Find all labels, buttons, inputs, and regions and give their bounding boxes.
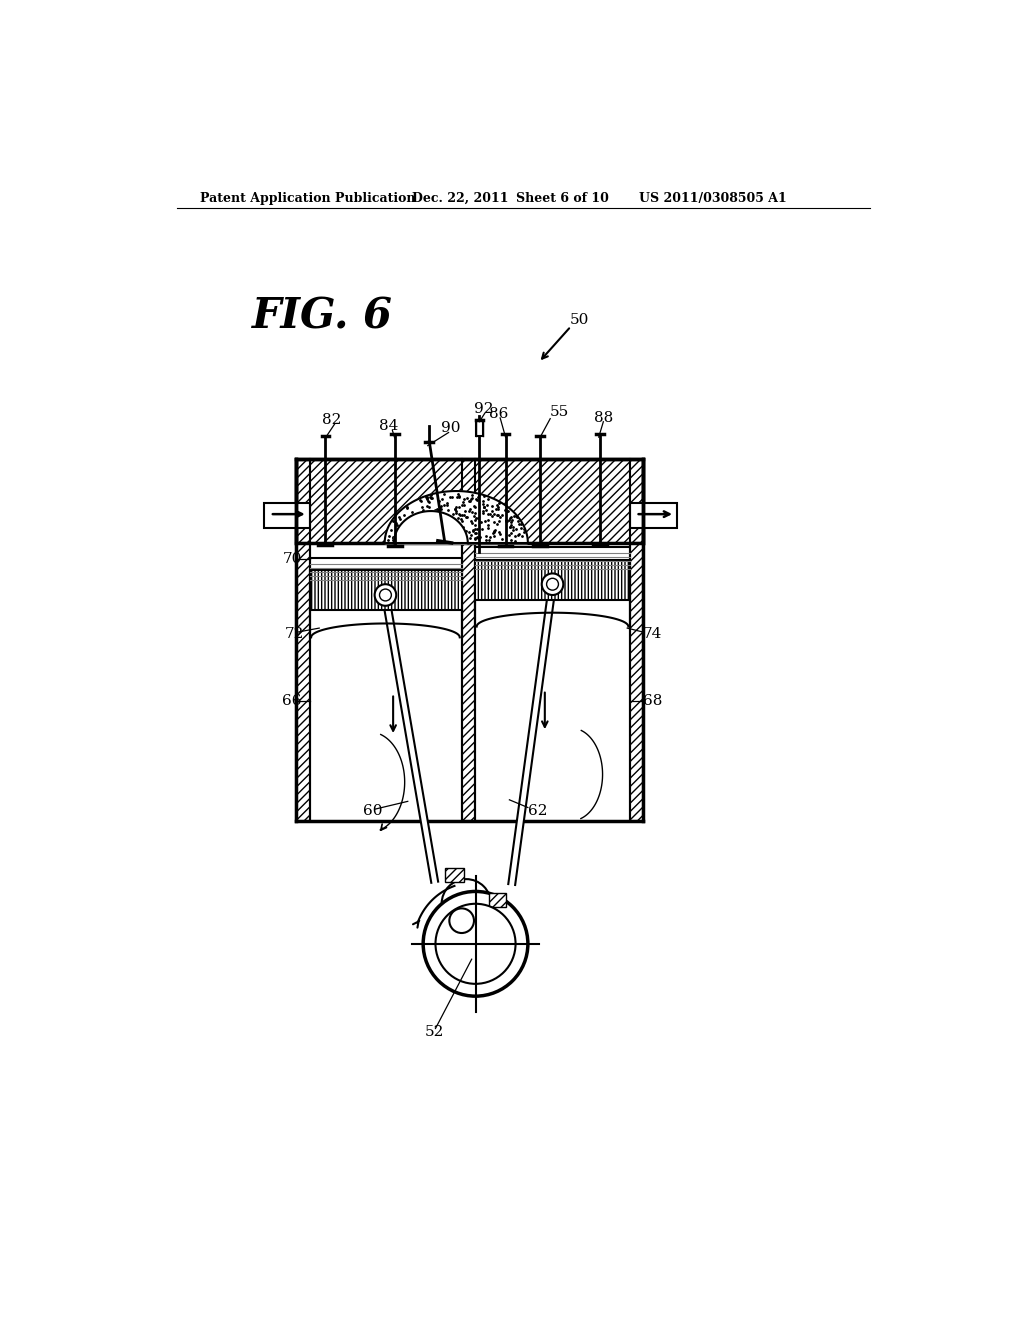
Bar xyxy=(630,503,677,528)
Text: 50: 50 xyxy=(569,313,589,327)
Text: 88: 88 xyxy=(594,411,613,425)
Text: 60: 60 xyxy=(364,804,383,818)
Text: 55: 55 xyxy=(550,405,569,420)
Circle shape xyxy=(450,908,474,933)
Bar xyxy=(475,420,483,436)
Bar xyxy=(310,570,462,610)
Text: 70: 70 xyxy=(283,552,302,566)
Text: 86: 86 xyxy=(489,407,509,421)
Bar xyxy=(475,544,630,821)
Circle shape xyxy=(542,573,563,595)
Bar xyxy=(296,459,643,544)
Circle shape xyxy=(441,879,490,928)
Bar xyxy=(310,570,462,610)
Text: Sheet 6 of 10: Sheet 6 of 10 xyxy=(515,191,608,205)
Text: Patent Application Publication: Patent Application Publication xyxy=(200,191,416,205)
Bar xyxy=(296,459,643,544)
Text: Dec. 22, 2011: Dec. 22, 2011 xyxy=(412,191,508,205)
Bar xyxy=(310,544,462,821)
Circle shape xyxy=(375,585,396,606)
Text: 92: 92 xyxy=(474,401,494,416)
Bar xyxy=(462,544,475,821)
Bar xyxy=(444,869,464,882)
Circle shape xyxy=(481,907,512,937)
Text: 90: 90 xyxy=(441,421,461,434)
Text: 68: 68 xyxy=(643,694,662,709)
Circle shape xyxy=(547,578,558,590)
Polygon shape xyxy=(385,491,528,544)
Circle shape xyxy=(423,891,528,997)
Bar xyxy=(630,544,643,821)
Bar xyxy=(475,560,630,599)
Bar xyxy=(264,503,310,528)
Circle shape xyxy=(435,904,515,983)
Bar xyxy=(296,544,310,821)
Text: US 2011/0308505 A1: US 2011/0308505 A1 xyxy=(639,191,786,205)
Bar xyxy=(462,544,475,821)
Text: 62: 62 xyxy=(528,804,548,818)
Bar xyxy=(489,892,506,907)
Polygon shape xyxy=(508,583,556,884)
Polygon shape xyxy=(382,594,438,883)
Polygon shape xyxy=(394,511,468,544)
Text: 52: 52 xyxy=(425,1026,444,1039)
Bar xyxy=(475,560,630,599)
Bar xyxy=(630,544,643,821)
Circle shape xyxy=(380,589,391,601)
Text: 72: 72 xyxy=(285,627,304,642)
Text: 84: 84 xyxy=(379,420,398,433)
Text: FIG. 6: FIG. 6 xyxy=(252,296,393,337)
Text: 66: 66 xyxy=(283,694,302,709)
Bar xyxy=(296,544,310,821)
Text: 74: 74 xyxy=(643,627,662,642)
Text: 82: 82 xyxy=(322,413,341,428)
